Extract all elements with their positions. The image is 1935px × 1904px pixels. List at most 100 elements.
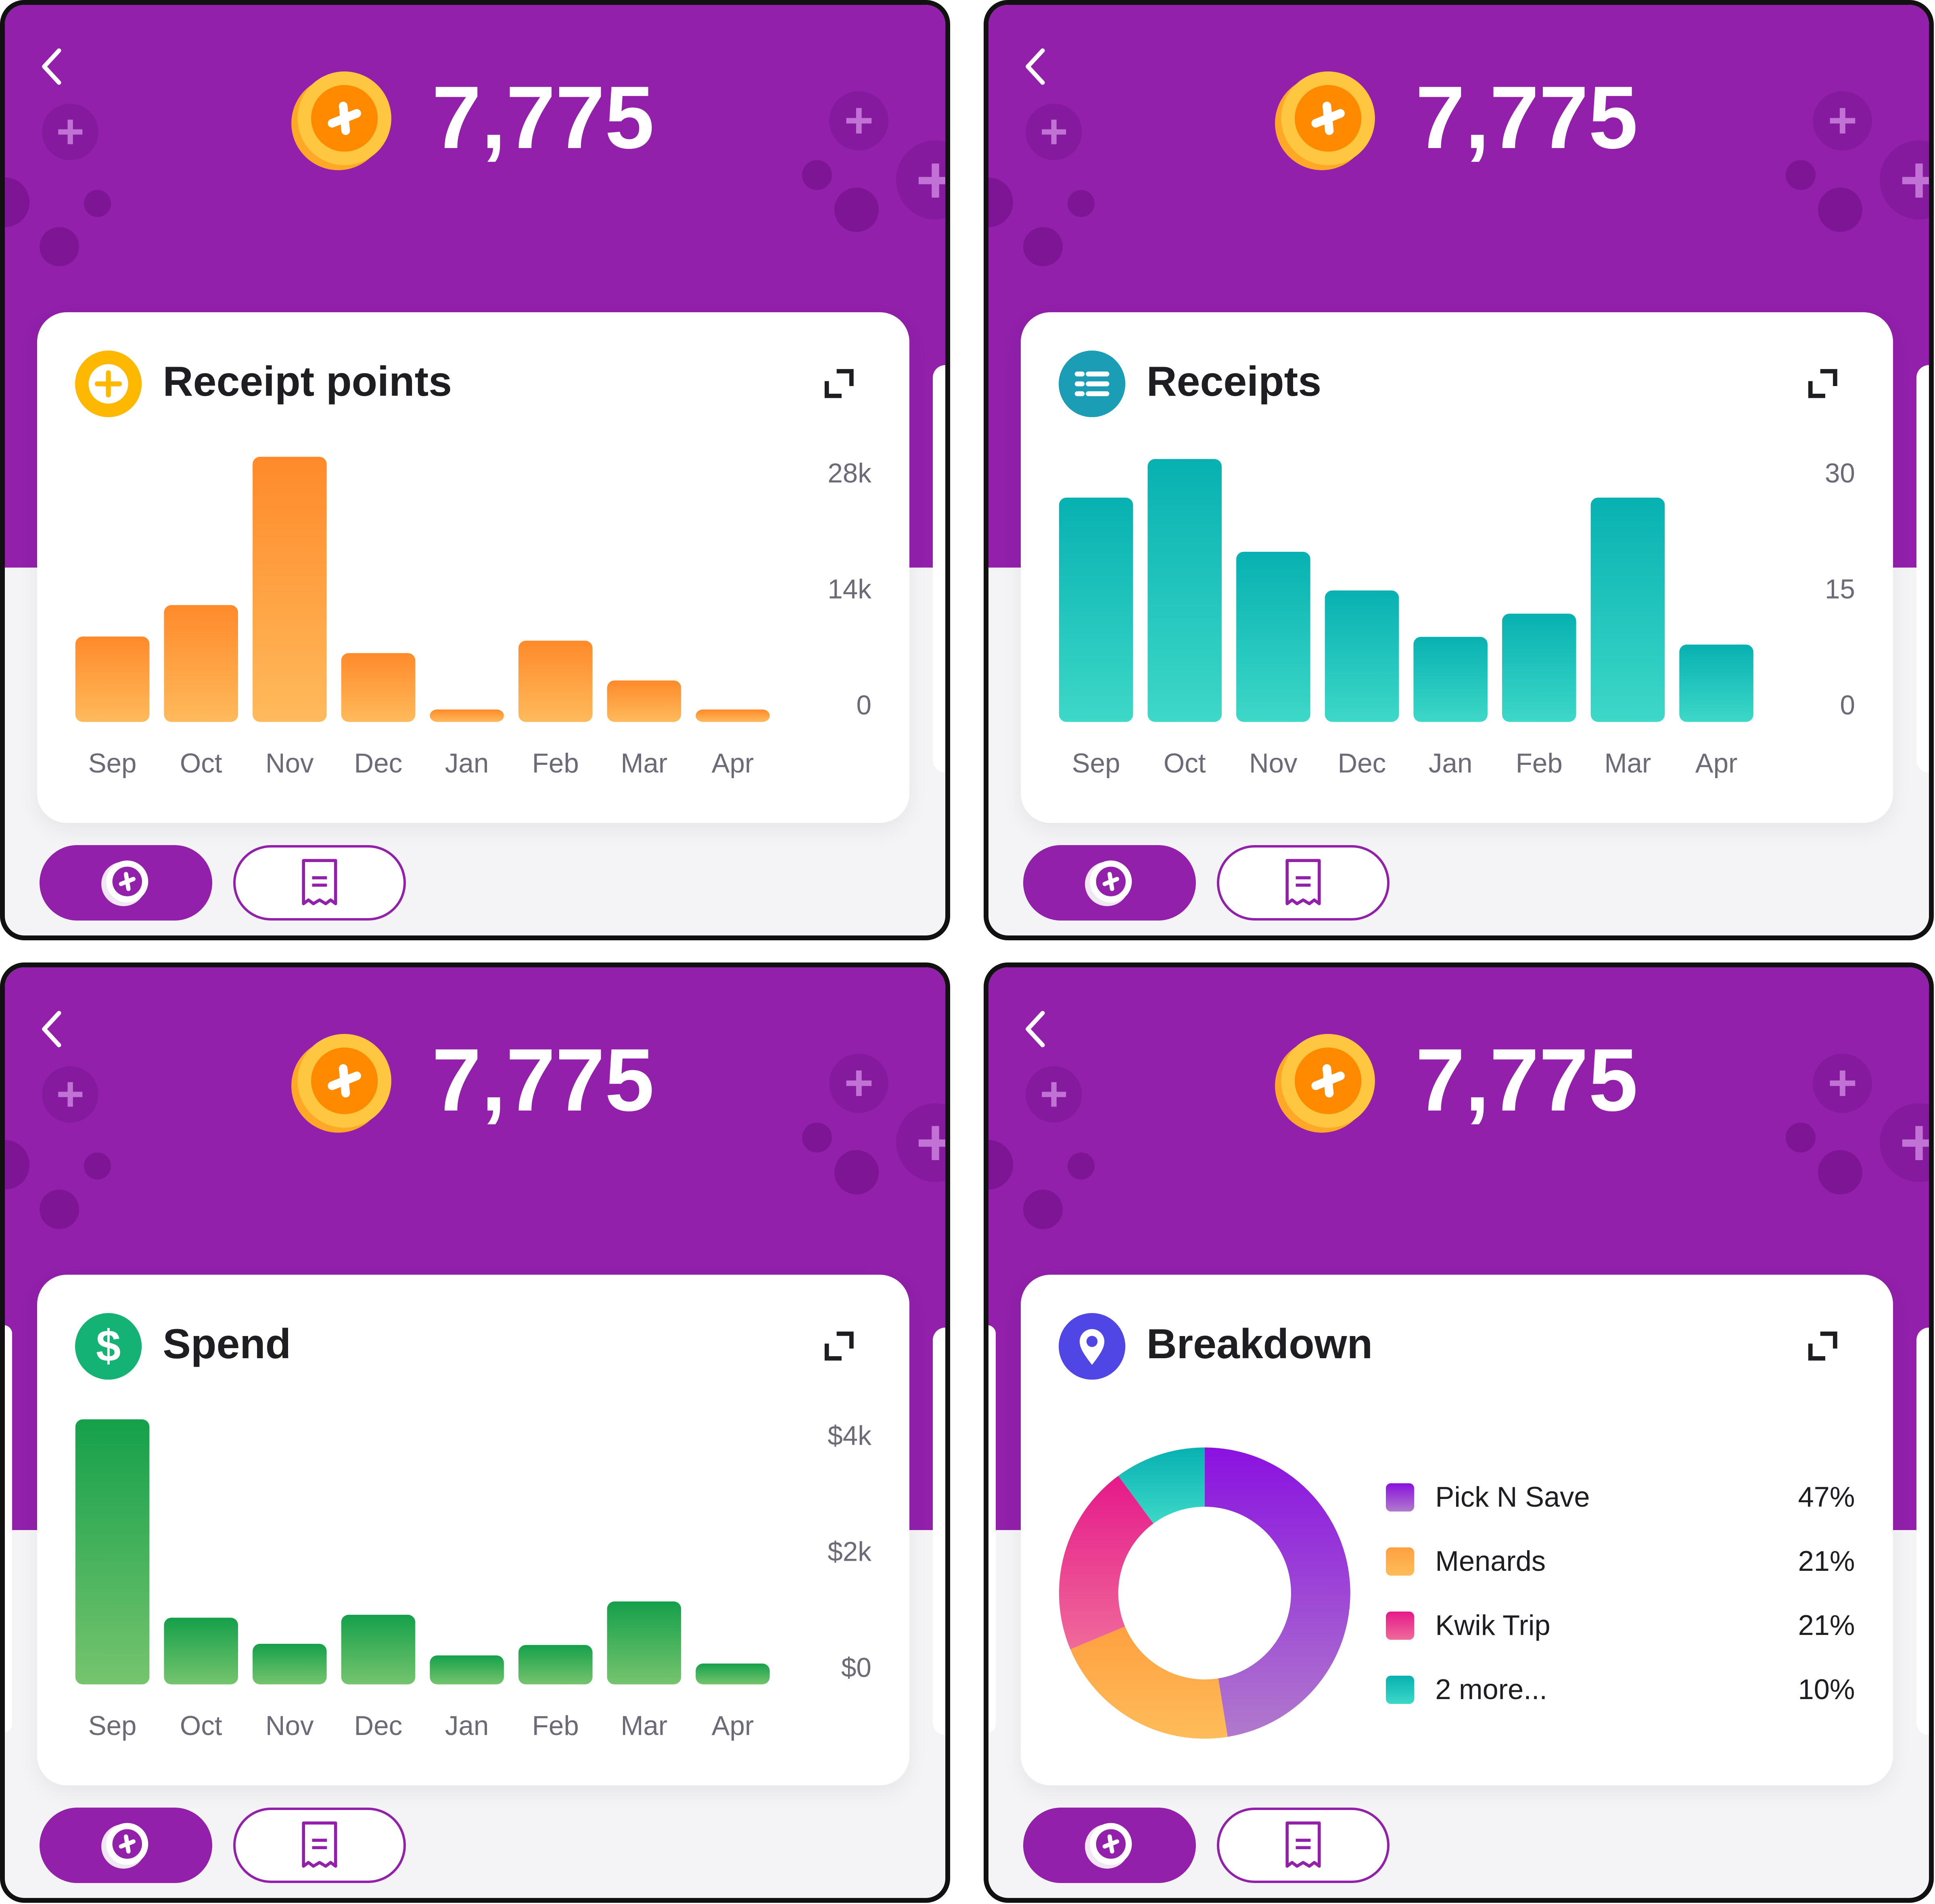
decorative-bubble <box>1067 190 1095 217</box>
coin-plus-icon <box>291 1034 391 1133</box>
bar-apr <box>695 1663 770 1685</box>
coin-icon <box>101 860 148 906</box>
decorative-bubble: + <box>42 103 99 161</box>
expand-button[interactable] <box>1805 366 1840 401</box>
back-button[interactable] <box>34 1007 71 1051</box>
receipt-icon <box>1285 859 1321 906</box>
decorative-bubble <box>1818 187 1862 232</box>
bar-mar <box>607 680 681 722</box>
coin-plus-icon <box>291 71 391 170</box>
bar-nov <box>252 457 327 722</box>
x-tick-label: Oct <box>180 748 222 779</box>
bar-chart: Sep Oct Nov Dec Jan Feb Mar Apr 0 14k 28k <box>75 457 871 779</box>
legend-value: 10% <box>1798 1673 1855 1705</box>
coin-plus-icon <box>1273 1031 1376 1135</box>
chevron-left-icon <box>42 1010 61 1048</box>
legend-label: 2 more... <box>1435 1673 1547 1705</box>
decorative-bubble: + <box>1025 103 1082 161</box>
dollar-icon-glyph: $ <box>75 1313 142 1380</box>
legend-item[interactable]: 2 more... 10% <box>1386 1671 1855 1710</box>
donut-chart <box>1059 1447 1350 1739</box>
expand-button[interactable] <box>822 1329 857 1363</box>
bar-dec <box>341 1614 415 1685</box>
next-card-peek <box>1916 365 1929 772</box>
prev-card-peek <box>5 1325 13 1733</box>
coin-plus-icon <box>289 69 393 173</box>
expand-icon <box>1808 1332 1837 1361</box>
x-tick-label: Feb <box>532 748 579 779</box>
legend-item[interactable]: Kwik Trip 21% <box>1386 1607 1855 1646</box>
coin-icon <box>101 1823 148 1869</box>
legend-value: 47% <box>1798 1480 1855 1513</box>
x-tick-label: Nov <box>265 1711 314 1741</box>
bar-jan <box>429 709 504 722</box>
points-button[interactable] <box>39 1808 212 1883</box>
x-tick-label: Jan <box>445 748 488 779</box>
x-tick-label: Apr <box>711 748 754 779</box>
decorative-bubble <box>802 1123 832 1152</box>
donut-slice-2-more- <box>1118 1447 1205 1524</box>
receipts-button[interactable] <box>233 845 406 921</box>
x-tick-label: Mar <box>621 1711 667 1741</box>
legend-value: 21% <box>1798 1609 1855 1641</box>
legend-label: Pick N Save <box>1435 1480 1590 1513</box>
y-tick-label: 28k <box>827 458 871 489</box>
svg-text:$: $ <box>96 1321 121 1371</box>
decorative-bubble <box>802 160 832 190</box>
location-pin-icon-glyph <box>1059 1313 1126 1380</box>
bar-feb <box>518 1645 593 1685</box>
decorative-bubble <box>84 1152 111 1180</box>
card-title: Spend <box>163 1320 291 1367</box>
points-button[interactable] <box>1023 845 1196 921</box>
points-button[interactable] <box>1023 1808 1196 1883</box>
expand-button[interactable] <box>1805 1329 1840 1363</box>
panel-spend: +++7,775$SpendSepOctNovDecJanFebMarApr$0… <box>0 962 951 1903</box>
bar-apr <box>1679 644 1753 722</box>
plus-circle-icon-glyph <box>75 350 142 417</box>
back-button[interactable] <box>34 44 71 89</box>
y-tick-label: $4k <box>827 1421 871 1451</box>
coin-plus-icon <box>1273 69 1376 173</box>
receipts-button[interactable] <box>1216 1808 1390 1883</box>
back-button[interactable] <box>1018 1007 1055 1051</box>
x-tick-label: Apr <box>1695 748 1737 779</box>
next-card-peek <box>933 1328 946 1735</box>
decorative-bubble <box>834 1150 879 1194</box>
receipts-button[interactable] <box>1216 845 1390 921</box>
y-tick-label: 0 <box>1840 690 1855 720</box>
legend-swatch <box>1386 1483 1415 1512</box>
donut-slice-pick-n-save <box>1204 1447 1350 1737</box>
y-tick-label: $0 <box>841 1653 871 1683</box>
legend-item[interactable]: Pick N Save 47% <box>1386 1478 1855 1518</box>
bar-dec <box>341 653 415 722</box>
legend-item[interactable]: Menards 21% <box>1386 1543 1855 1582</box>
expand-icon <box>1808 369 1837 399</box>
decorative-bubble <box>1786 1123 1816 1152</box>
x-tick-label: Nov <box>1249 748 1298 779</box>
decorative-bubble <box>1023 1189 1063 1229</box>
expand-icon <box>824 369 854 399</box>
card-title: Receipt points <box>163 358 452 405</box>
points-balance: 7,775 <box>432 67 654 167</box>
list-icon-glyph <box>1059 350 1126 417</box>
y-tick-label: 30 <box>1825 458 1855 489</box>
legend-swatch <box>1386 1611 1415 1640</box>
bar-feb <box>1502 613 1576 722</box>
receipts-button[interactable] <box>233 1808 406 1883</box>
next-card-peek <box>1916 1328 1929 1735</box>
x-tick-label: Dec <box>354 748 402 779</box>
decorative-bubble <box>1023 227 1063 267</box>
coin-plus-icon <box>1275 1034 1375 1133</box>
points-button[interactable] <box>39 845 212 921</box>
expand-button[interactable] <box>822 366 857 401</box>
bar-jan <box>1413 637 1488 722</box>
bar-feb <box>518 640 593 722</box>
coin-icon <box>1085 860 1132 906</box>
x-tick-label: Feb <box>532 1711 579 1741</box>
x-tick-label: Sep <box>1072 748 1120 779</box>
y-tick-label: 15 <box>1825 574 1855 604</box>
bar-sep <box>1059 497 1133 722</box>
dollar-icon: $ <box>75 1313 142 1380</box>
back-button[interactable] <box>1018 44 1055 89</box>
